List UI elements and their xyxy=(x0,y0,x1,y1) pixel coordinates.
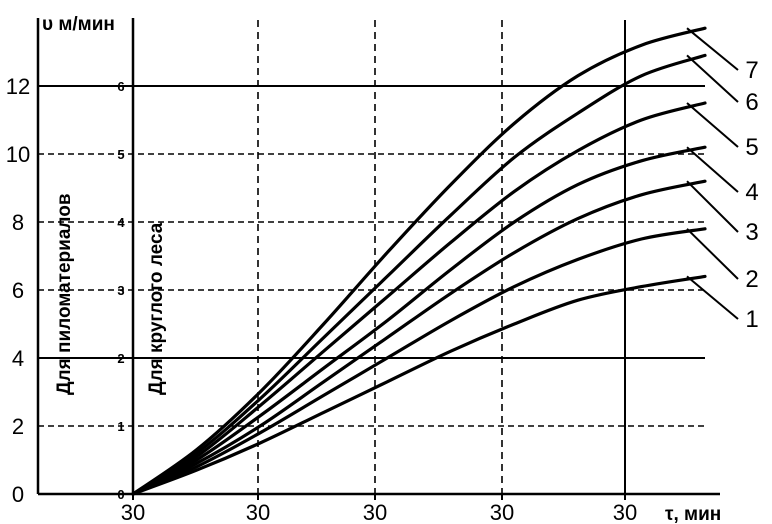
y-tick-label-inner: 0 xyxy=(117,487,124,502)
y-tick-label-inner: 1 xyxy=(117,419,124,434)
series-label-4: 4 xyxy=(745,179,758,206)
x-tick-label: 30 xyxy=(490,500,514,524)
series-line-3 xyxy=(131,179,707,496)
label-leaders xyxy=(686,27,739,320)
series-line-2 xyxy=(131,227,707,496)
x-tick-label: 30 xyxy=(121,500,145,524)
y-tick-label-inner: 2 xyxy=(117,351,124,366)
series-line-7 xyxy=(131,26,707,496)
axes xyxy=(36,18,720,500)
series-label-5: 5 xyxy=(745,134,758,161)
y-axis-title: υ м/мин xyxy=(42,14,115,35)
leader-1 xyxy=(686,275,739,320)
leader-4 xyxy=(686,146,739,193)
series-line-1 xyxy=(131,274,707,496)
y-tick-label-outer: 4 xyxy=(12,346,24,371)
y-tick-label-outer: 2 xyxy=(12,414,24,439)
series-label-3: 3 xyxy=(745,219,758,246)
series-label-1: 1 xyxy=(745,306,758,333)
y-tick-label-inner: 4 xyxy=(117,215,125,230)
x-tick-label: 30 xyxy=(246,500,270,524)
series-line-6 xyxy=(131,53,707,496)
y-tick-label-outer: 10 xyxy=(6,142,30,167)
vertical-label-round: Для круглого леса xyxy=(146,222,167,395)
vertical-label-sawn: Для пиломатериалов xyxy=(54,193,75,395)
y-tick-label-inner: 6 xyxy=(117,79,124,94)
x-axis-title: τ, мин xyxy=(665,504,721,524)
leader-6 xyxy=(686,54,739,103)
x-tick-label: 30 xyxy=(363,500,387,524)
curves xyxy=(131,26,707,496)
y-tick-label-outer: 0 xyxy=(12,482,24,507)
y-tick-label-outer: 12 xyxy=(6,74,30,99)
x-tick-label: 30 xyxy=(613,500,637,524)
y-tick-label-outer: 8 xyxy=(12,210,24,235)
y-tick-label-inner: 3 xyxy=(117,283,124,298)
series-line-4 xyxy=(131,145,707,496)
leader-3 xyxy=(686,180,739,233)
grid xyxy=(38,20,705,494)
leader-7 xyxy=(686,27,739,71)
series-line-5 xyxy=(131,101,707,496)
leader-5 xyxy=(686,102,739,148)
leader-2 xyxy=(686,228,739,280)
series-label-7: 7 xyxy=(745,57,758,84)
y-tick-label-outer: 6 xyxy=(12,278,24,303)
series-label-6: 6 xyxy=(745,89,758,116)
y-tick-label-inner: 5 xyxy=(117,147,124,162)
series-label-2: 2 xyxy=(745,266,758,293)
